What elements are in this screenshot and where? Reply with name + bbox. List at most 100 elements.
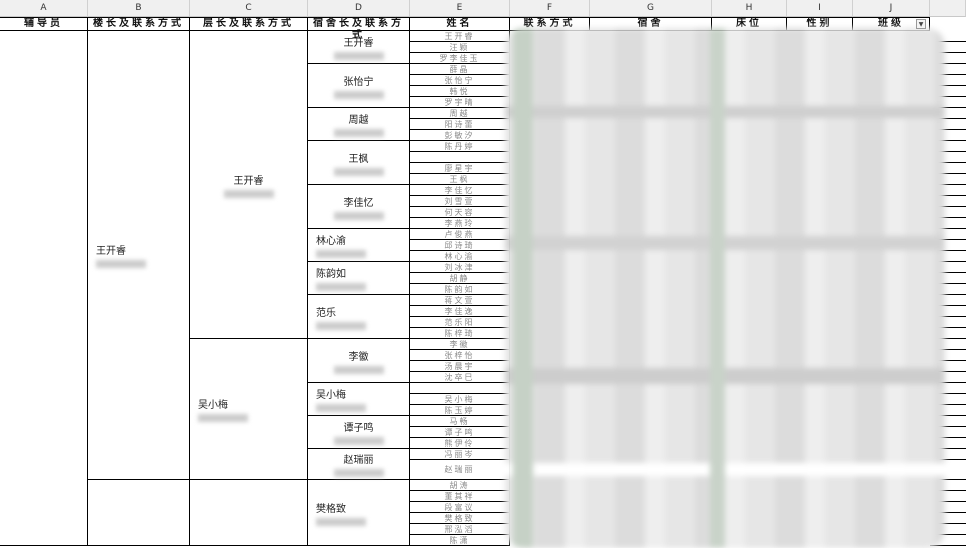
dorm-leader-cell[interactable]: 李佳忆 [308,185,410,229]
table-row-name[interactable]: 胡静 [410,273,510,284]
dorm-leader-cell[interactable]: 樊格致 [308,480,410,546]
column-header-D[interactable]: D [308,0,410,17]
dorm-leader-cell[interactable]: 林心渝 [308,229,410,262]
table-row-name[interactable] [410,152,510,163]
table-row-name[interactable]: 段富议 [410,502,510,513]
column-header-B[interactable]: B [88,0,190,17]
dorm-leader-name: 樊格致 [316,503,346,515]
table-row-name[interactable]: 李佳忆 [410,185,510,196]
column-header-J[interactable]: J [853,0,930,17]
table-row-name[interactable]: 罗宇晴 [410,97,510,108]
table-row-name[interactable]: 张怡宁 [410,75,510,86]
dorm-leader-cell[interactable]: 王枫 [308,141,410,185]
table-row-name[interactable]: 陈潇 [410,535,510,546]
table-row-name[interactable]: 李徽 [410,339,510,350]
table-row-name[interactable]: 熊伊伶 [410,438,510,449]
table-row-name[interactable]: 刘雪萱 [410,196,510,207]
dorm-leader-cell[interactable]: 吴小梅 [308,383,410,416]
table-row-name[interactable]: 汤晨宇 [410,361,510,372]
dorm-leader-cell[interactable]: 陈韵如 [308,262,410,295]
dorm-leader-cell[interactable]: 王开睿 [308,31,410,64]
table-row-name[interactable]: 范乐阳 [410,317,510,328]
dorm-leader-cell[interactable]: 谭子鸣 [308,416,410,449]
table-row-name[interactable]: 刘冰津 [410,262,510,273]
table-row-name[interactable]: 蒋文萱 [410,295,510,306]
table-row-name[interactable]: 周越 [410,108,510,119]
column-header-G[interactable]: G [590,0,712,17]
filter-dropdown-icon[interactable]: ▼ [916,19,926,29]
table-row-name[interactable]: 吴小梅 [410,394,510,405]
table-row-name[interactable]: 李燕玲 [410,218,510,229]
row-gridline [930,250,966,251]
row-gridline [930,490,966,491]
header-C: 层长及联系方式 [190,17,308,31]
row-gridline [930,85,966,86]
row-gridline [930,393,966,394]
row-gridline [930,382,966,383]
table-row-name[interactable]: 阳诗蕾 [410,119,510,130]
table-row-name[interactable] [410,383,510,394]
floor-leader-cell[interactable]: 吴小梅 [190,339,308,480]
table-row-name[interactable]: 彭敏汐 [410,130,510,141]
row-gridline [930,349,966,350]
building-leader-cell[interactable]: 王开睿 [88,31,190,480]
table-row-name[interactable]: 赵瑞丽 [410,460,510,480]
table-row-name[interactable]: 卢俊燕 [410,229,510,240]
row-gridline [930,534,966,535]
table-row-name[interactable]: 沈卒巳 [410,372,510,383]
row-gridline [930,52,966,53]
column-header-I[interactable]: I [787,0,853,17]
dorm-leader-cell[interactable]: 李徽 [308,339,410,383]
dorm-leader-name: 陈韵如 [316,269,346,280]
table-row-name[interactable]: 陈梓琦 [410,328,510,339]
column-header-A[interactable]: A [0,0,88,17]
row-gridline [930,523,966,524]
table-row-name[interactable]: 张梓怡 [410,350,510,361]
table-row-name[interactable]: 邱诗琦 [410,240,510,251]
column-header-empty [930,0,966,17]
table-row-name[interactable]: 王枫 [410,174,510,185]
column-header-C[interactable]: C [190,0,308,17]
table-row-name[interactable]: 韩悦 [410,86,510,97]
table-row-name[interactable]: 林心渝 [410,251,510,262]
table-row-name[interactable]: 廖星宇 [410,163,510,174]
column-header-E[interactable]: E [410,0,510,17]
table-row-name[interactable]: 马畅 [410,416,510,427]
table-row-name[interactable]: 何天容 [410,207,510,218]
dorm-leader-cell[interactable]: 张怡宁 [308,64,410,108]
table-row-name[interactable]: 李佳逸 [410,306,510,317]
table-row-name[interactable]: 冯丽岑 [410,449,510,460]
row-gridline [930,415,966,416]
counselor-cell[interactable] [0,31,88,546]
dorm-leader-name: 李徽 [348,351,369,363]
dorm-leader-cell[interactable]: 范乐 [308,295,410,339]
dorm-leader-cell[interactable]: 周越 [308,108,410,141]
table-row-name[interactable]: 邢泓滔 [410,524,510,535]
row-gridline [930,184,966,185]
table-row-name[interactable]: 陈玉婷 [410,405,510,416]
table-row-name[interactable]: 陈韵如 [410,284,510,295]
floor-leader-cell[interactable]: 王开睿 [190,31,308,339]
row-gridline [930,217,966,218]
column-header-F[interactable]: F [510,0,590,17]
redacted-contact [333,90,384,99]
floor-leader-cell[interactable] [190,480,308,546]
row-gridline [930,63,966,64]
floor-leader-name: 吴小梅 [198,400,228,411]
table-row-name[interactable]: 董其祥 [410,491,510,502]
redacted-contact [333,437,384,445]
table-row-name[interactable]: 樊格致 [410,513,510,524]
table-row-name[interactable]: 王开睿 [410,31,510,42]
dorm-leader-cell[interactable]: 赵瑞丽 [308,449,410,480]
table-row-name[interactable]: 薛晶 [410,64,510,75]
building-leader-name: 王开睿 [96,246,126,257]
table-row-name[interactable]: 罗李佳玉 [410,53,510,64]
building-leader-cell[interactable] [88,480,190,546]
floor-leader-name: 王开睿 [233,175,264,187]
table-row-name[interactable]: 胡涛 [410,480,510,491]
table-row-name[interactable]: 谭子鸣 [410,427,510,438]
column-header-H[interactable]: H [712,0,787,17]
table-row-name[interactable]: 汪颖 [410,42,510,53]
table-row-name[interactable]: 陈丹婷 [410,141,510,152]
